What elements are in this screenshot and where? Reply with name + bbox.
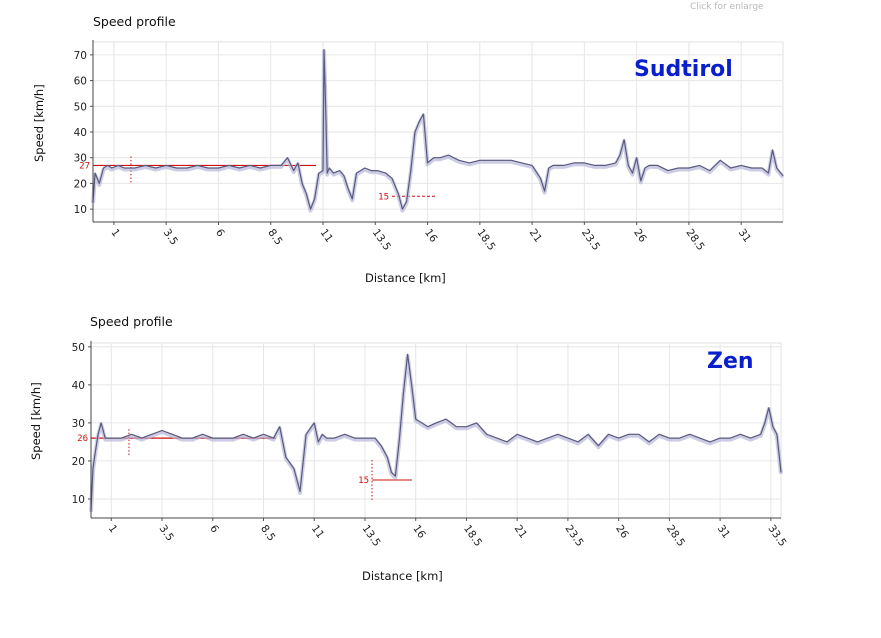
x-axis-label: Distance [km] xyxy=(362,569,443,583)
x-tick-label: 3.5 xyxy=(157,523,176,544)
x-tick-label: 16 xyxy=(410,523,428,541)
average-speed-label: 27 xyxy=(79,161,90,171)
x-tick-label: 6 xyxy=(207,523,221,536)
average-speed-label: 26 xyxy=(77,434,88,444)
plot-area xyxy=(90,342,782,519)
x-tick-label: 8.5 xyxy=(258,523,277,544)
x-tick-label: 28.5 xyxy=(683,227,706,253)
y-tick-label: 10 xyxy=(74,204,87,216)
y-tick-label: 30 xyxy=(72,418,85,430)
speed-series-line[interactable] xyxy=(92,49,784,210)
x-tick-label: 33.5 xyxy=(765,523,788,549)
x-tick-label: 26 xyxy=(631,227,649,245)
y-tick-label: 30 xyxy=(74,153,87,165)
click-for-enlarge-hint[interactable]: Click for enlarge xyxy=(690,2,764,12)
x-tick-label: 13.5 xyxy=(360,523,383,549)
x-tick-label: 11 xyxy=(318,227,336,245)
y-axis-label: Speed [km/h] xyxy=(29,382,43,460)
x-tick-label: 11 xyxy=(309,523,327,541)
x-tick-label: 21 xyxy=(512,523,530,541)
y-tick-label: 20 xyxy=(72,456,85,468)
min-speed-label: 15 xyxy=(378,192,389,202)
y-axis-label: Speed [km/h] xyxy=(32,84,46,162)
y-tick-label: 50 xyxy=(72,342,85,354)
y-tick-label: 40 xyxy=(72,380,85,392)
chart-title: Speed profile xyxy=(93,14,176,29)
y-tick-label: 50 xyxy=(74,101,87,113)
x-tick-label: 31 xyxy=(736,227,754,245)
chart-title: Speed profile xyxy=(90,314,173,329)
y-tick-label: 20 xyxy=(74,178,87,190)
x-tick-label: 1 xyxy=(108,227,122,239)
y-tick-label: 60 xyxy=(74,76,87,88)
min-speed-label: 15 xyxy=(358,476,369,486)
y-tick-label: 70 xyxy=(74,50,87,62)
chart-watermark: Sudtirol xyxy=(634,57,733,82)
x-tick-label: 16 xyxy=(422,227,440,245)
x-tick-label: 23.5 xyxy=(579,227,602,253)
x-tick-label: 8.5 xyxy=(265,227,284,248)
x-tick-label: 3.5 xyxy=(161,227,180,248)
y-tick-label: 10 xyxy=(72,494,85,506)
chart-watermark: Zen xyxy=(707,349,754,374)
x-tick-label: 26 xyxy=(613,523,631,541)
x-tick-label: 18.5 xyxy=(474,227,497,253)
x-tick-label: 13.5 xyxy=(370,227,393,253)
x-tick-label: 6 xyxy=(213,227,227,240)
x-tick-label: 28.5 xyxy=(664,523,687,549)
y-tick-label: 40 xyxy=(74,127,87,139)
x-tick-label: 21 xyxy=(527,227,545,245)
x-tick-label: 1 xyxy=(106,523,120,535)
x-tick-label: 31 xyxy=(715,523,733,541)
speed-series-line[interactable] xyxy=(90,353,782,511)
x-tick-label: 23.5 xyxy=(562,523,585,549)
x-axis-label: Distance [km] xyxy=(365,271,446,285)
x-tick-label: 18.5 xyxy=(461,523,484,549)
